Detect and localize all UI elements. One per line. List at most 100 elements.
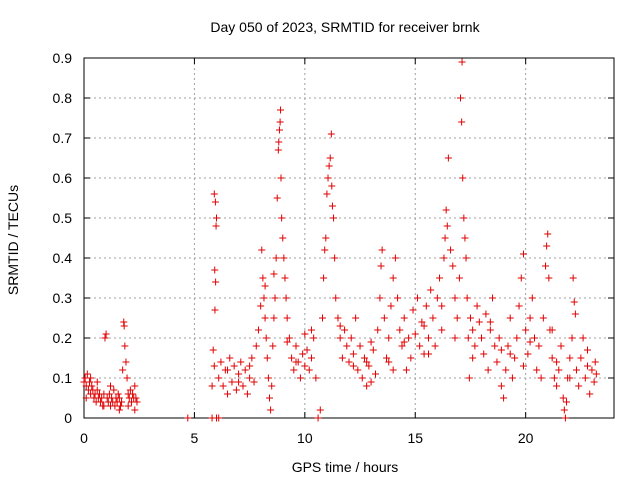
data-point [543, 242, 551, 250]
data-point [400, 338, 408, 346]
data-point [438, 326, 446, 334]
data-point [326, 154, 334, 162]
data-point [575, 382, 583, 390]
data-point [235, 370, 243, 378]
data-point [235, 378, 243, 386]
data-point [107, 382, 114, 390]
data-point [555, 366, 563, 374]
data-point [270, 314, 278, 322]
data-point [471, 342, 479, 350]
data-point [272, 254, 280, 262]
data-point [352, 314, 360, 322]
data-point [400, 314, 408, 322]
data-point [497, 346, 505, 354]
data-point [462, 254, 470, 262]
data-point [276, 118, 284, 126]
data-point [367, 338, 375, 346]
data-point [264, 374, 272, 382]
data-point [495, 334, 503, 342]
data-point [122, 358, 130, 366]
data-point [114, 390, 122, 398]
data-point [590, 378, 598, 386]
data-point [93, 378, 101, 386]
plot-border [83, 57, 615, 419]
data-point [425, 334, 432, 342]
y-axis-label: SRMTID / TECUs [5, 185, 21, 295]
data-point [502, 366, 510, 374]
data-point [443, 222, 451, 230]
data-point [420, 322, 428, 330]
data-point [363, 358, 371, 366]
data-point [469, 326, 477, 334]
data-point [131, 406, 139, 414]
data-point [442, 206, 450, 214]
data-point [539, 314, 547, 322]
plot-frame [83, 57, 615, 419]
y-tick-label: 0.2 [53, 330, 73, 346]
data-point [367, 378, 375, 386]
data-point [553, 382, 561, 390]
data-point [97, 398, 105, 406]
data-point [258, 246, 266, 254]
data-point [219, 382, 227, 390]
data-point [579, 334, 587, 342]
data-point [572, 366, 580, 374]
data-point [528, 294, 536, 302]
data-point [561, 414, 569, 422]
data-point [416, 342, 424, 350]
y-tick-label: 0.5 [53, 210, 73, 226]
data-point [376, 294, 384, 302]
data-point [447, 246, 455, 254]
data-point [325, 162, 333, 170]
data-point [460, 214, 468, 222]
data-point [263, 354, 271, 362]
data-point [116, 402, 124, 410]
y-tick-label: 0.9 [53, 50, 73, 66]
y-tick-label: 0 [64, 410, 72, 426]
data-point [93, 386, 101, 394]
x-tick-label: 5 [191, 430, 199, 446]
data-point [129, 390, 137, 398]
data-point [246, 362, 254, 370]
data-point [526, 338, 534, 346]
y-axis: 0 0.1 0.2 0.3 0.4 0.5 0.6 0.7 0.8 0.9 [53, 50, 614, 426]
data-point [455, 274, 463, 282]
data-point [268, 382, 276, 390]
data-point [411, 330, 419, 338]
y-tick-label: 0.7 [53, 130, 73, 146]
data-point [475, 318, 483, 326]
data-point [588, 366, 596, 374]
data-point [391, 254, 399, 262]
data-point [303, 346, 311, 354]
data-point [87, 374, 95, 382]
data-point [322, 234, 330, 242]
data-point [544, 230, 552, 238]
data-point [374, 326, 382, 334]
data-point [436, 274, 444, 282]
data-point [215, 374, 223, 382]
data-point [105, 390, 113, 398]
data-point [210, 190, 218, 198]
data-point [444, 154, 452, 162]
data-point [484, 366, 492, 374]
data-point [592, 370, 600, 378]
data-point [323, 190, 331, 198]
data-point [537, 374, 545, 382]
data-point [296, 374, 304, 382]
data-point [341, 326, 349, 334]
data-point [226, 354, 234, 362]
data-point [283, 338, 291, 346]
data-points [80, 58, 600, 422]
data-point [327, 130, 335, 138]
data-point [121, 342, 129, 350]
data-point [356, 342, 364, 350]
data-point [241, 366, 249, 374]
data-point [451, 334, 459, 342]
data-point [524, 350, 532, 358]
data-point [465, 374, 473, 382]
data-point [458, 58, 466, 66]
data-point [115, 394, 123, 402]
data-point [224, 366, 232, 374]
data-point [584, 346, 591, 354]
